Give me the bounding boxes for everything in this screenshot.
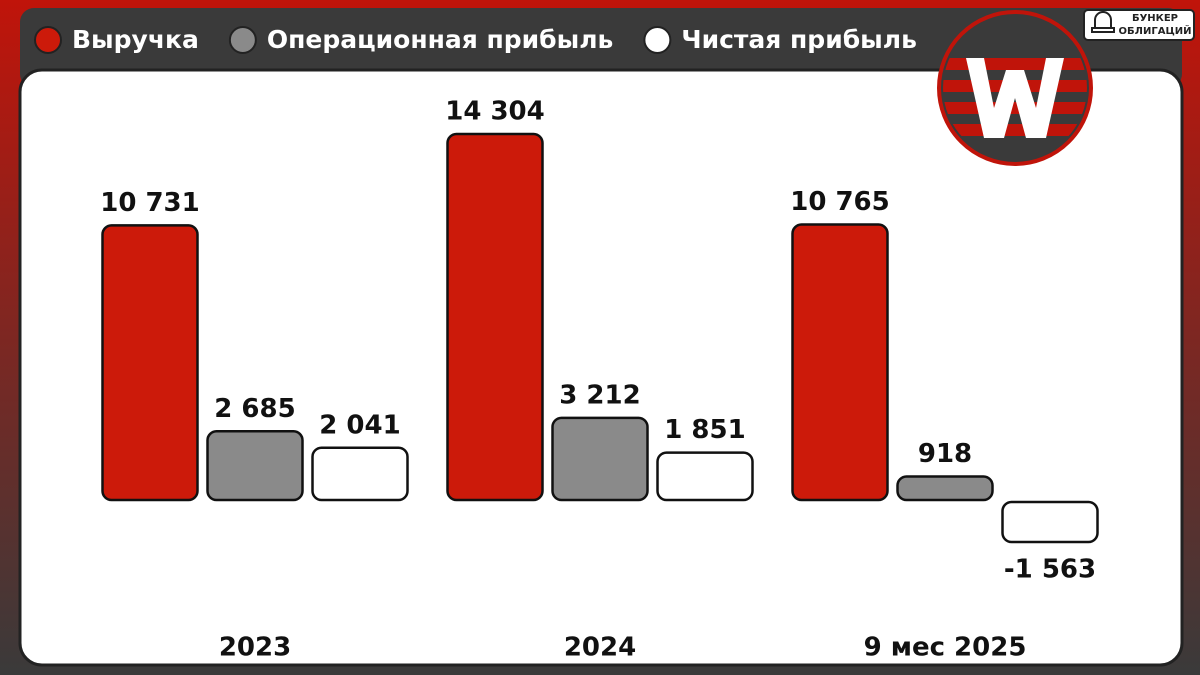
value-label: 10 731: [100, 188, 200, 218]
legend-label: Операционная прибыль: [267, 25, 614, 54]
panel: [18, 68, 1184, 667]
x-tick-label: 2024: [564, 633, 636, 663]
value-label: 1 851: [664, 415, 745, 445]
bar: [791, 223, 889, 502]
legend-label: Чистая прибыль: [681, 25, 917, 54]
value-label: 14 304: [445, 97, 545, 127]
value-label: -1 563: [1004, 554, 1096, 584]
bar: [551, 416, 649, 502]
value-label: 10 765: [790, 187, 890, 217]
logo: [937, 10, 1093, 166]
value-label: 2 685: [214, 394, 295, 424]
header-bar: [20, 8, 1182, 88]
value-label: 2 041: [319, 410, 400, 440]
brand-text: БУНКЕР: [1132, 13, 1178, 24]
bar: [446, 132, 544, 502]
legend-marker: [643, 26, 672, 54]
brand-badge: БУНКЕР ОБЛИГАЦИЙ: [1083, 9, 1195, 41]
bar: [101, 224, 199, 502]
bar: [311, 446, 409, 502]
bar: [896, 475, 994, 502]
value-label: 3 212: [559, 380, 640, 410]
brand-text: ОБЛИГАЦИЙ: [1119, 24, 1192, 37]
legend-marker: [228, 26, 257, 54]
x-tick-label: 9 мес 2025: [864, 633, 1027, 663]
bar: [206, 430, 304, 502]
bar: [656, 451, 754, 502]
legend-marker: [34, 26, 62, 54]
legend-label: Выручка: [72, 25, 199, 54]
bar: [1001, 500, 1099, 544]
value-label: 918: [918, 439, 972, 469]
x-tick-label: 2023: [219, 633, 291, 663]
